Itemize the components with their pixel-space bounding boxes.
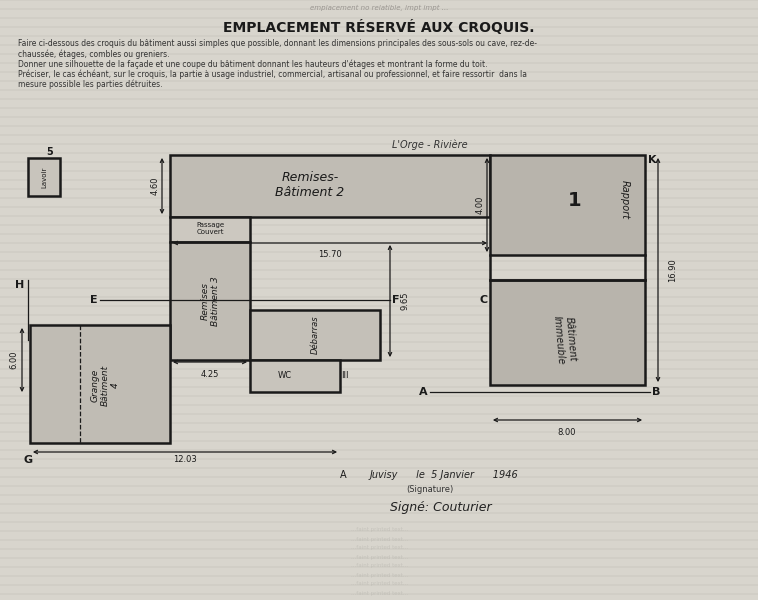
Text: 6.00: 6.00: [10, 351, 18, 369]
Text: 15.70: 15.70: [318, 250, 342, 259]
Text: H: H: [14, 280, 24, 290]
Text: Juvisy      le  5 Janvier      1946: Juvisy le 5 Janvier 1946: [370, 470, 518, 480]
Text: WC: WC: [278, 371, 292, 380]
Text: Préciser, le cas échéant, sur le croquis, la partie à usage industriel, commerci: Préciser, le cas échéant, sur le croquis…: [18, 69, 527, 79]
Text: 5: 5: [47, 147, 53, 157]
Text: G: G: [23, 455, 33, 465]
Text: Bâtiment
Immeuble: Bâtiment Immeuble: [552, 314, 578, 365]
Text: (Signature): (Signature): [406, 485, 453, 494]
Text: Rapport: Rapport: [620, 181, 630, 220]
Text: EMPLACEMENT RÉSERVÉ AUX CROQUIS.: EMPLACEMENT RÉSERVÉ AUX CROQUIS.: [224, 20, 534, 35]
Text: chaussée, étages, combles ou greniers.: chaussée, étages, combles ou greniers.: [18, 49, 170, 59]
Bar: [28, 158, 60, 196]
Text: ...faint printed text...: ...faint printed text...: [352, 527, 409, 533]
Text: emplacement no relatible, impt impt ...: emplacement no relatible, impt impt ...: [310, 5, 448, 11]
Text: 4.25: 4.25: [201, 370, 219, 379]
Bar: [490, 280, 645, 385]
Bar: [490, 155, 645, 255]
Text: Remises-
Bâtiment 2: Remises- Bâtiment 2: [275, 171, 345, 199]
Text: ...faint printed text...: ...faint printed text...: [352, 545, 409, 551]
Text: F: F: [392, 295, 399, 305]
Text: ...faint printed text...: ...faint printed text...: [352, 581, 409, 587]
Text: ...faint printed text...: ...faint printed text...: [352, 554, 409, 559]
Bar: [250, 310, 380, 360]
Text: ...faint printed text...: ...faint printed text...: [352, 563, 409, 569]
Text: III: III: [341, 371, 349, 380]
Text: B: B: [652, 387, 660, 397]
Text: 4.00: 4.00: [475, 196, 484, 214]
Text: 16.90: 16.90: [668, 258, 677, 282]
Text: Lavoir: Lavoir: [41, 166, 47, 188]
Text: Donner une silhouette de la façade et une coupe du bâtiment donnant les hauteurs: Donner une silhouette de la façade et un…: [18, 59, 487, 69]
Bar: [250, 360, 340, 392]
Text: K: K: [648, 155, 656, 165]
Bar: [170, 242, 250, 360]
Text: Signé: Couturier: Signé: Couturier: [390, 502, 492, 514]
Text: Passage
Couvert: Passage Couvert: [196, 223, 224, 235]
Text: ...faint printed text...: ...faint printed text...: [352, 572, 409, 577]
Bar: [170, 217, 250, 242]
Text: ...faint printed text...: ...faint printed text...: [352, 536, 409, 541]
Text: 9.65: 9.65: [400, 292, 409, 310]
Text: 4.60: 4.60: [151, 177, 159, 195]
Text: E: E: [90, 295, 98, 305]
Text: Débarras: Débarras: [311, 316, 320, 355]
Text: mesure possible les parties détruites.: mesure possible les parties détruites.: [18, 79, 162, 89]
Text: A: A: [419, 387, 428, 397]
Bar: [30, 325, 170, 443]
Text: Grange
Bâtiment
4: Grange Bâtiment 4: [90, 364, 120, 406]
Text: Remises
Bâtiment 3: Remises Bâtiment 3: [200, 276, 220, 326]
Text: ...faint printed text...: ...faint printed text...: [352, 590, 409, 595]
Text: Faire ci-dessous des croquis du bâtiment aussi simples que possible, donnant les: Faire ci-dessous des croquis du bâtiment…: [18, 40, 537, 49]
Text: 12.03: 12.03: [173, 455, 197, 464]
Text: 8.00: 8.00: [558, 428, 576, 437]
Text: C: C: [480, 295, 488, 305]
Bar: [170, 155, 490, 217]
Text: L'Orge - Rivière: L'Orge - Rivière: [392, 140, 468, 150]
Text: 1: 1: [568, 191, 582, 209]
Text: A: A: [340, 470, 346, 480]
